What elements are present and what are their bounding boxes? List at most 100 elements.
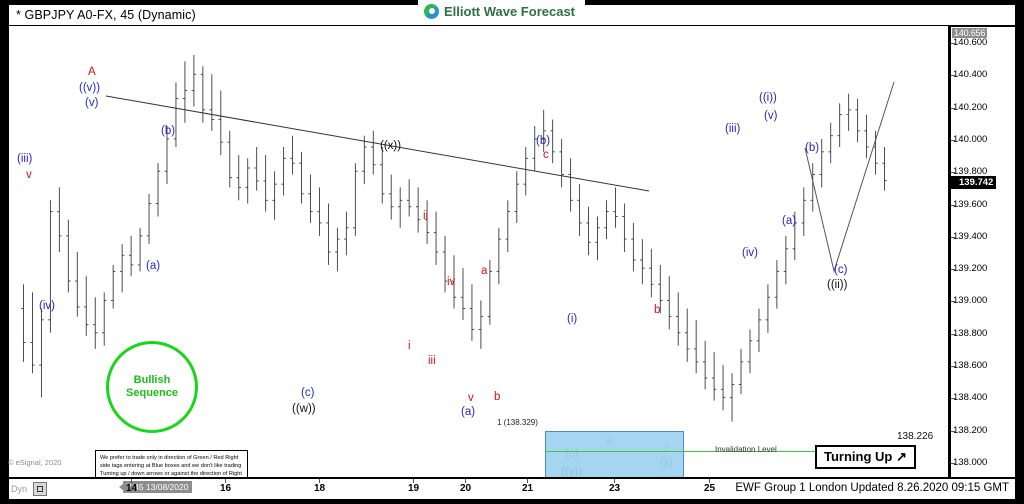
wave-label: (a) [461,406,476,418]
time-tick-label: 25 [704,483,716,494]
price-tick-mark [951,366,955,368]
wave-label: ((v)) [79,82,101,94]
time-tick-label: 21 [522,483,534,494]
price-tick-mark [951,43,955,44]
bullish-sequence-label: Bullish Sequence [126,373,178,399]
wave-label: (b) [805,142,820,154]
invalidation-line [545,451,897,452]
wave-label: ((x)) [380,140,402,152]
brand-logo: Elliott Wave Forecast [418,0,585,22]
watermark: © eSignal, 2020 [8,458,62,467]
price-tick-mark [951,107,955,109]
price-tick-mark [951,430,955,432]
time-tick-mark [225,479,226,483]
price-tick-mark [951,333,955,335]
dynamic-mode-label: Dyn [11,484,28,494]
ewf-circle-icon [424,3,439,19]
price-tick-label: 138.800 [953,327,988,339]
current-price-badge: 139.742 [951,175,997,189]
fib-level-1-label: 1 (138.329) [497,418,538,427]
wave-label: (v) [85,97,99,109]
wave-label: (iii) [17,153,33,165]
wave-label: b [494,391,501,403]
wave-label: (c) [301,387,315,399]
price-tick-label: 138.000 [953,457,988,468]
wave-label: a [481,265,488,277]
turning-up-badge: Turning Up ↗ [815,445,916,469]
price-chart-canvas[interactable]: (iii) v (iv) A ((v)) (v) (b) (a) (c) ((w)) ((x)) ii… [8,26,949,478]
price-tick-label: 140.200 [953,101,988,113]
drawn-trendlines [105,81,895,273]
price-tick-mark [951,269,955,271]
time-tick-label: 23 [609,483,621,494]
wave-label: (v) [764,110,778,122]
price-tick-label: 139.600 [953,198,988,210]
price-tick-mark [951,172,955,174]
wave-label: ii [423,210,429,222]
wave-label: c [543,149,549,161]
cursor-time-badge: 7:45 13/08/2020 [123,481,193,493]
wave-label: (iv) [39,300,55,312]
price-tick-label: 138.400 [953,392,988,404]
brand-name: Elliott Wave Forecast [444,3,575,19]
dynamic-mode-icon[interactable] [33,482,47,496]
wave-label: (c) [834,264,848,276]
wave-label: (a) [146,260,161,272]
price-tick-label: 140.600 [953,37,988,48]
wave-label: (iv) [742,247,758,259]
time-tick-mark [319,479,320,483]
price-axis[interactable]: 140.656 139.742 140.600 140.400 140.200 140… [951,26,1016,478]
price-tick-mark [951,398,955,400]
wave-label: ((ii)) [827,279,848,291]
price-tick-mark [951,236,955,238]
invalidation-level-label: Invalidation Level [715,445,777,454]
price-tick-label: 138.200 [953,424,988,436]
time-tick-mark [131,479,132,483]
price-tick-label: 140.000 [953,133,988,145]
price-tick-label: 139.800 [953,166,988,178]
blue-box-zone [545,431,684,477]
wave-label: iii [428,355,436,367]
wave-label: A [88,66,96,78]
price-tick-mark [951,75,955,77]
descending-trendline [105,95,650,192]
time-tick-mark [413,479,414,483]
price-tick-label: 139.000 [953,295,988,307]
projection-path [804,81,895,273]
time-tick-label: 14 [126,483,138,494]
invalidation-price-label: 138.226 [897,431,934,442]
time-tick-mark [465,479,466,483]
price-tick-label: 139.200 [953,263,988,275]
price-tick-mark [951,301,955,303]
time-tick-label: 18 [314,483,326,494]
price-tick-label: 139.400 [953,230,988,242]
ohlc-bars [21,54,887,422]
wave-label: i [408,340,411,352]
wave-label: (b) [161,125,176,137]
wave-label: (i) [567,313,578,325]
price-tick-mark [951,139,955,141]
time-axis[interactable]: Dyn 7:45 13/08/2020 EWF Group 1 London U… [8,478,1016,500]
wave-label: ((w)) [292,403,316,415]
price-tick-label: 138.600 [953,360,988,372]
time-tick-label: 20 [460,483,472,494]
time-tick-label: 19 [408,483,420,494]
wave-label: iv [447,276,456,288]
time-tick-mark [614,479,615,483]
wave-label: (b) [536,135,551,147]
time-tick-mark [527,479,528,483]
wave-label: v [26,169,32,181]
time-tick-label: 16 [220,483,232,494]
price-tick-mark [951,463,955,464]
price-tick-label: 140.400 [953,69,988,81]
high-price-badge: 140.656 [952,28,988,38]
wave-label: ((i)) [759,92,777,104]
page-title: * GBPJPY A0-FX, 45 (Dynamic) [16,8,196,22]
update-footer: EWF Group 1 London Updated 8.26.2020 09:… [735,482,1009,494]
wave-label: v [468,392,474,404]
disclaimer-box: We prefer to trade only in direction of … [95,450,248,477]
wave-label: (a) [782,215,797,227]
wave-label: (iii) [725,123,741,135]
wave-label: b [654,304,661,316]
